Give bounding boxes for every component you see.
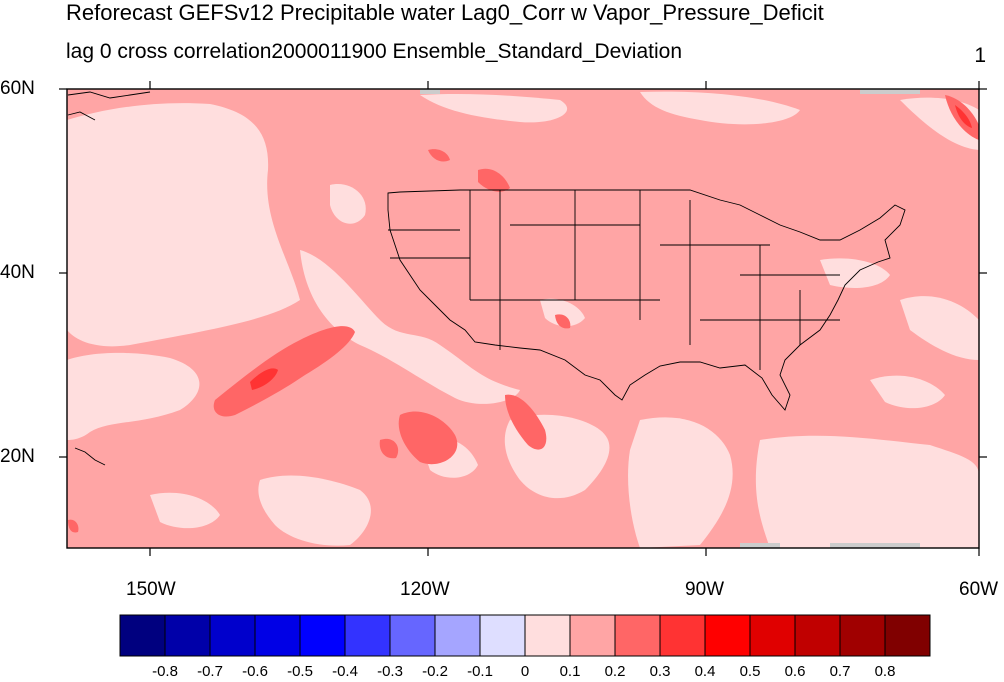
colorbar-tick-label: 0.8 [874,663,896,680]
colorbar-tick-label: -0.7 [197,663,223,680]
colorbar-swatch [884,614,931,657]
lon-label-150w: 150W [126,579,176,600]
colorbar-swatch [749,614,796,657]
colorbar-tick-label: -0.8 [152,663,178,680]
colorbar-tick-label: 0.3 [649,663,671,680]
lon-label-60w: 60W [959,579,999,600]
map-field [67,89,979,548]
colorbar-swatch [209,614,256,657]
map-subtitle: lag 0 cross correlation2000011900 Ensemb… [66,40,683,63]
coastline-outline [67,91,906,466]
lat-label-20n: 20N [0,446,35,467]
colorbar-swatch [704,614,751,657]
colorbar-tick-label: 0.5 [739,663,761,680]
colorbar-tick-label: -0.2 [422,663,448,680]
lat-label-40n: 40N [0,262,35,283]
colorbar-swatch [434,614,481,657]
colorbar-swatch [119,614,166,657]
colorbar-swatch [344,614,391,657]
colorbar-swatch [524,614,571,657]
colorbar-swatch [389,614,436,657]
colorbar-swatch [569,614,616,657]
colorbar-tick-label: 0 [520,663,530,680]
colorbar-tick-label: -0.4 [332,663,358,680]
colorbar-tick-label: 0.7 [829,663,851,680]
colorbar-tick-label: -0.6 [242,663,268,680]
colorbar-swatch [254,614,301,657]
colorbar-swatch [839,614,886,657]
colorbar-tick-label: 0.4 [694,663,716,680]
colorbar-swatch [299,614,346,657]
lon-label-120w: 120W [400,579,450,600]
ensemble-member-number: 1 [974,44,986,67]
colorbar-swatch [794,614,841,657]
lon-label-90w: 90W [685,579,725,600]
colorbar-swatch [659,614,706,657]
colorbar-swatch [164,614,211,657]
colorbar-swatch [479,614,526,657]
map-title: Reforecast GEFSv12 Precipitable water La… [66,0,824,25]
axis-ticks [59,81,987,556]
plot-frame [66,88,980,549]
colorbar-tick-label: 0.1 [559,663,581,680]
colorbar-tick-label: -0.1 [467,663,493,680]
colorbar-tick-label: -0.3 [377,663,403,680]
colorbar-swatch [614,614,661,657]
colorbar-tick-label: -0.5 [287,663,313,680]
lat-label-60n: 60N [0,78,35,99]
colorbar-tick-label: 0.6 [784,663,806,680]
colorbar-tick-label: 0.2 [604,663,626,680]
